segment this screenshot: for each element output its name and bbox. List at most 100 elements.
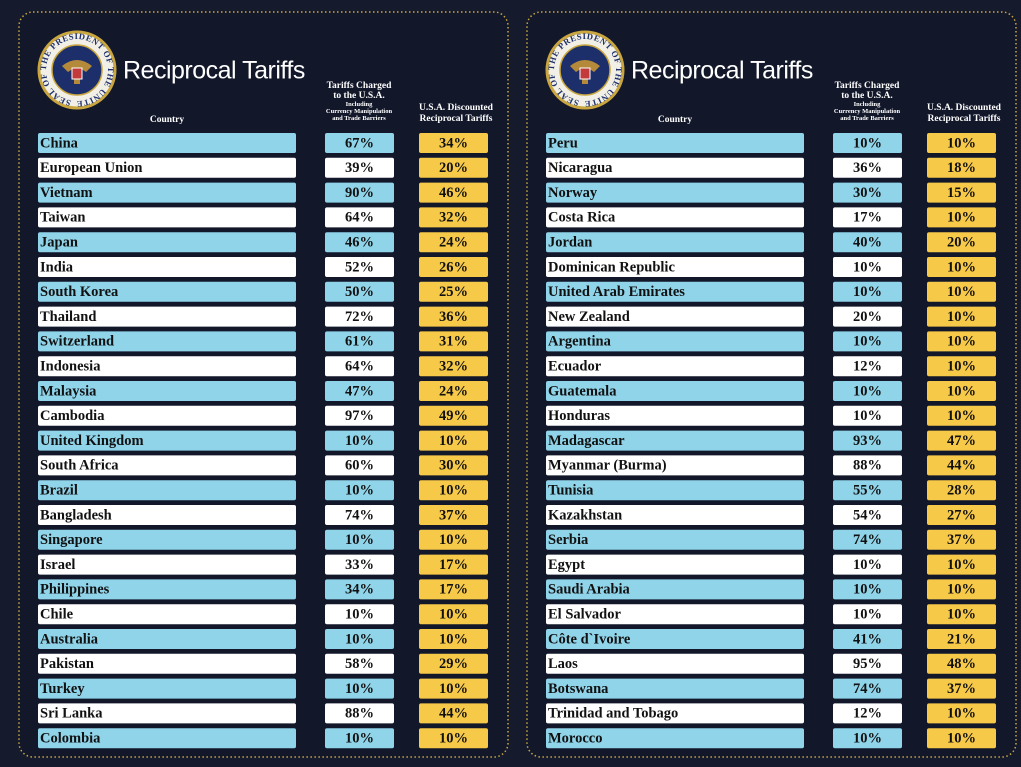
charged-cell xyxy=(325,381,394,401)
country-cell xyxy=(546,505,804,525)
country-name: South Korea xyxy=(40,284,119,300)
country-cell xyxy=(38,133,296,153)
header-charged: Tariffs Charged xyxy=(327,81,393,91)
charged-value: 52% xyxy=(345,259,374,275)
charged-cell xyxy=(325,678,394,699)
country-cell xyxy=(38,604,296,625)
discounted-value: 24% xyxy=(439,235,468,251)
charged-value: 50% xyxy=(345,284,374,300)
discounted-cell xyxy=(419,232,488,253)
charged-value: 74% xyxy=(345,507,374,523)
country-name: Laos xyxy=(548,656,578,672)
table-row: South Africa 60% 30% xyxy=(38,455,488,476)
country-cell xyxy=(546,405,804,426)
discounted-value: 18% xyxy=(947,160,976,176)
table-row: Cambodia 97% 49% xyxy=(38,405,488,426)
discounted-cell xyxy=(927,281,996,302)
discounted-value: 29% xyxy=(439,656,468,672)
discounted-cell xyxy=(419,207,488,228)
header-country: Country xyxy=(150,115,185,125)
charged-cell xyxy=(833,653,902,674)
charged-cell xyxy=(325,331,394,352)
seal-shield xyxy=(579,67,591,80)
discounted-cell xyxy=(419,678,488,699)
charged-cell xyxy=(833,306,902,327)
table-row: Côte d`Ivoire 41% 21% xyxy=(546,629,996,649)
charged-value: 10% xyxy=(345,483,374,499)
table-row: New Zealand 20% 10% xyxy=(546,306,996,327)
table-row: India 52% 26% xyxy=(38,257,488,277)
country-cell xyxy=(38,257,296,277)
header-charged: to the U.S.A. xyxy=(333,91,384,101)
discounted-value: 10% xyxy=(947,582,976,598)
discounted-value: 10% xyxy=(947,334,976,350)
country-name: New Zealand xyxy=(548,309,630,325)
country-cell xyxy=(546,554,804,575)
panel: SEAL OF THE PRESIDENT OF THE UNITED STAT… xyxy=(0,0,509,758)
charged-value: 10% xyxy=(853,284,882,300)
charged-value: 46% xyxy=(345,235,374,251)
country-name: Colombia xyxy=(40,731,101,747)
discounted-value: 26% xyxy=(439,259,468,275)
discounted-value: 28% xyxy=(947,483,976,499)
discounted-cell xyxy=(419,629,488,649)
panel-title: Reciprocal Tariffs xyxy=(123,57,305,85)
country-cell xyxy=(38,529,296,550)
country-cell xyxy=(546,182,804,203)
country-name: India xyxy=(40,259,74,275)
header-charged: and Trade Barriers xyxy=(840,115,894,122)
table-row: United Arab Emirates 10% 10% xyxy=(546,281,996,302)
charged-value: 67% xyxy=(345,135,374,151)
charged-value: 41% xyxy=(853,631,882,647)
discounted-cell xyxy=(419,728,488,749)
charged-cell xyxy=(325,480,394,501)
country-cell xyxy=(38,505,296,525)
discounted-cell xyxy=(927,579,996,600)
discounted-value: 32% xyxy=(439,210,468,226)
table-row: Turkey 10% 10% xyxy=(38,678,488,699)
discounted-cell xyxy=(927,182,996,203)
charged-cell xyxy=(833,207,902,228)
country-cell xyxy=(546,529,804,550)
table-row: Kazakhstan 54% 27% xyxy=(546,505,996,525)
discounted-cell xyxy=(419,381,488,401)
country-name: China xyxy=(40,135,79,151)
table-row: Laos 95% 48% xyxy=(546,653,996,674)
table-row: Norway 30% 15% xyxy=(546,182,996,203)
discounted-value: 44% xyxy=(947,458,976,474)
discounted-cell xyxy=(927,604,996,625)
country-cell xyxy=(546,604,804,625)
charged-cell xyxy=(325,505,394,525)
country-name: Guatemala xyxy=(548,383,617,399)
country-cell xyxy=(38,579,296,600)
charged-value: 12% xyxy=(853,359,882,375)
discounted-value: 15% xyxy=(947,185,976,201)
charged-cell xyxy=(325,604,394,625)
table-row: Chile 10% 10% xyxy=(38,604,488,625)
charged-cell xyxy=(325,306,394,327)
panel-title: Reciprocal Tariffs xyxy=(631,57,813,85)
country-cell xyxy=(546,133,804,153)
country-name: Côte d`Ivoire xyxy=(548,631,631,647)
discounted-cell xyxy=(927,728,996,749)
table-row: Ecuador 12% 10% xyxy=(546,356,996,377)
charged-cell xyxy=(325,728,394,749)
charged-cell xyxy=(833,356,902,377)
country-cell xyxy=(38,381,296,401)
country-cell xyxy=(546,579,804,600)
charged-cell xyxy=(833,430,902,451)
table-row: Taiwan 64% 32% xyxy=(38,207,488,228)
charged-value: 61% xyxy=(345,334,374,350)
table-row: Colombia 10% 10% xyxy=(38,728,488,749)
charged-value: 95% xyxy=(853,656,882,672)
discounted-value: 27% xyxy=(947,507,976,523)
header-discounted: U.S.A. Discounted xyxy=(419,103,494,113)
charged-cell xyxy=(833,331,902,352)
charged-value: 12% xyxy=(853,706,882,722)
country-name: Brazil xyxy=(40,483,78,499)
charged-value: 10% xyxy=(853,408,882,424)
header-discounted: Reciprocal Tariffs xyxy=(928,114,1001,124)
charged-cell xyxy=(833,232,902,253)
header-charged: Currency Manipulation xyxy=(834,108,901,115)
discounted-value: 10% xyxy=(439,607,468,623)
